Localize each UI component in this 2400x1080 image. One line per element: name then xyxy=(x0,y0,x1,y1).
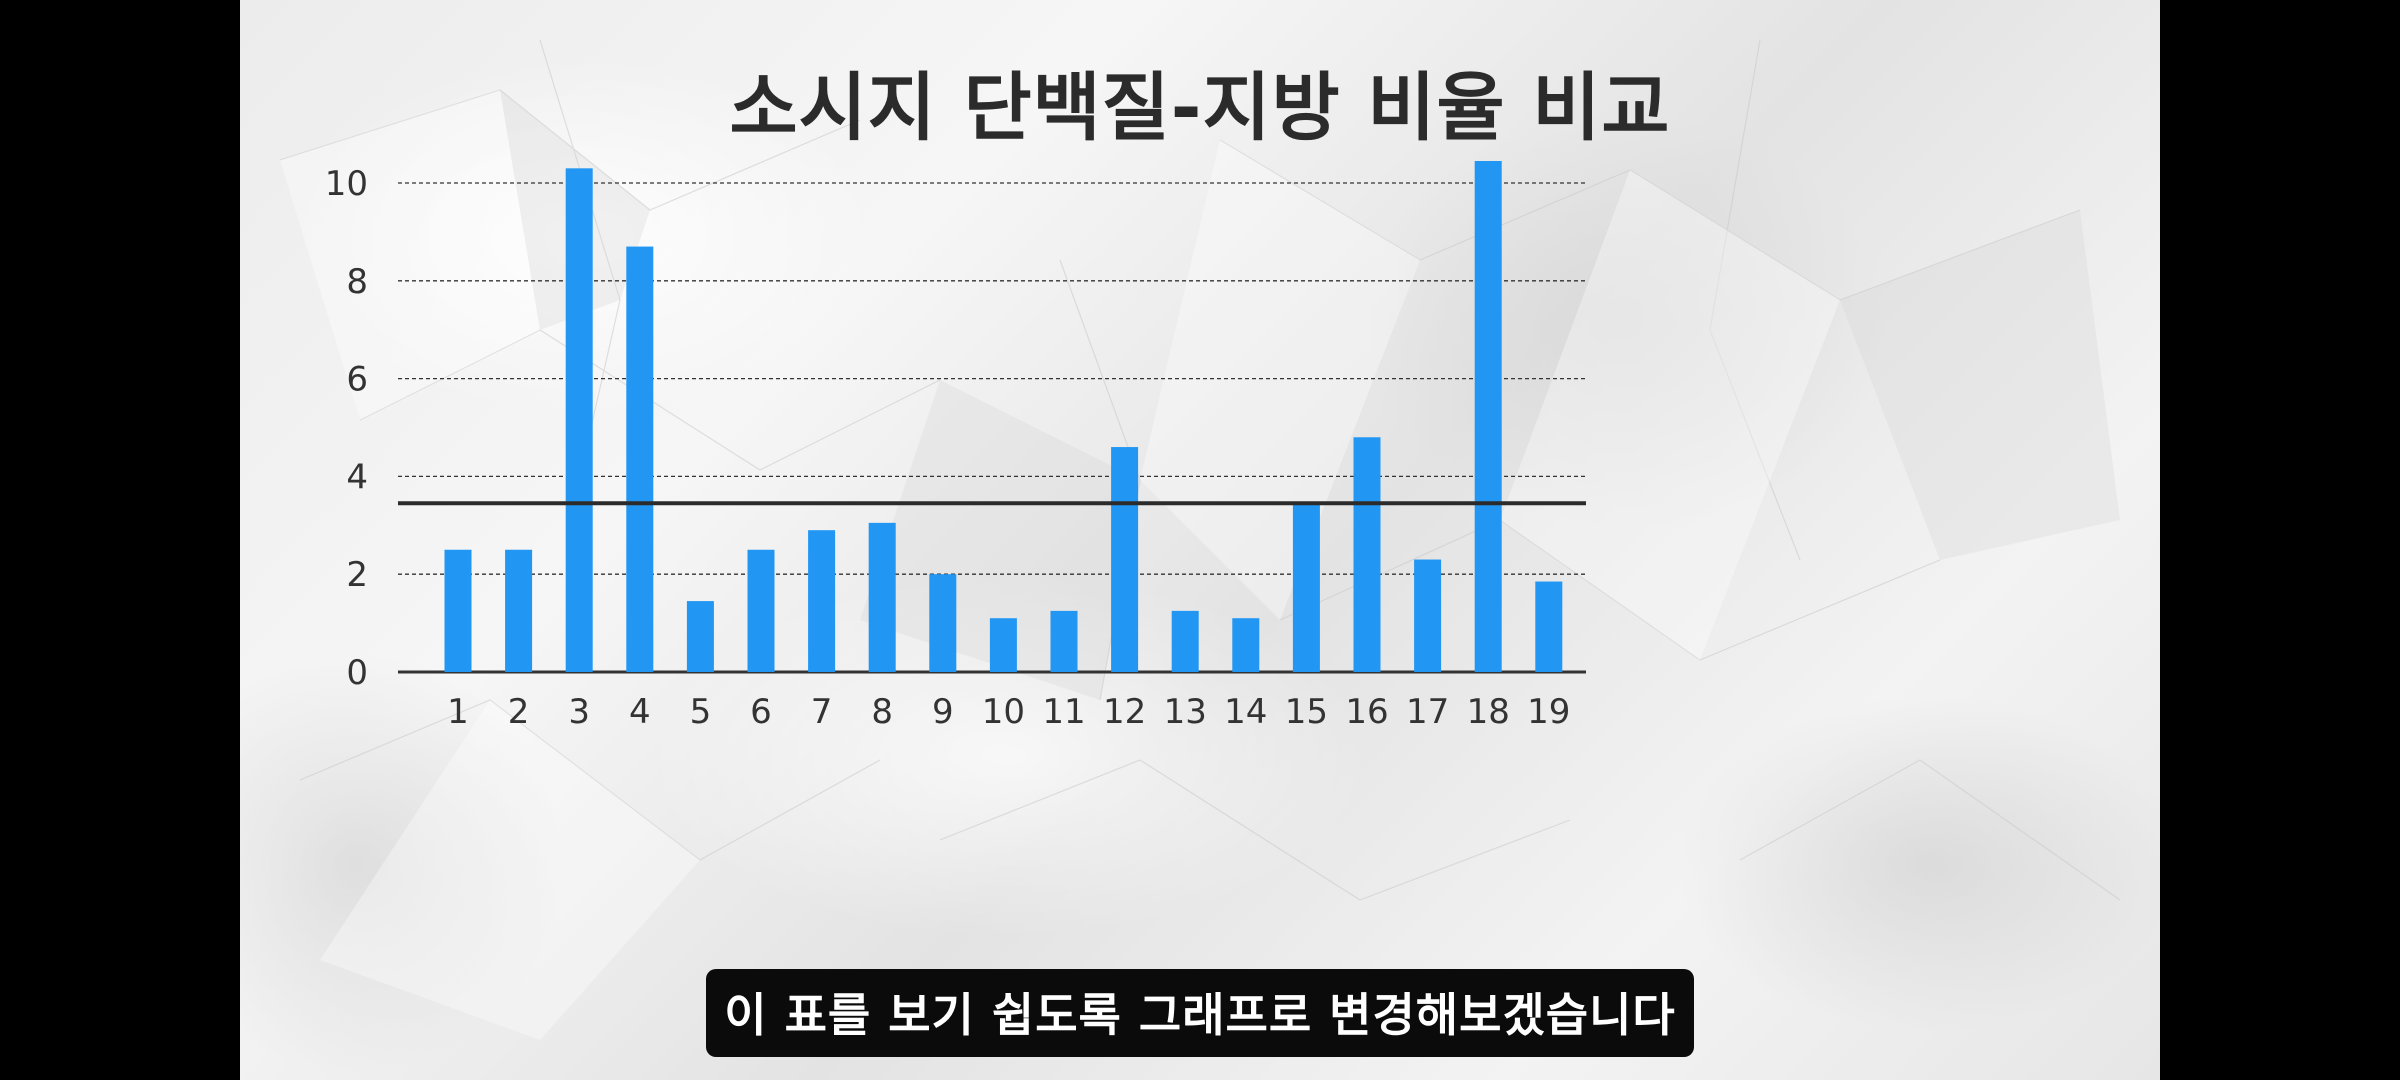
x-tick-label: 13 xyxy=(1164,692,1207,732)
bar-6 xyxy=(747,549,775,672)
subtitle-caption: 이 표를 보기 쉽도록 그래프로 변경해보겠습니다 xyxy=(706,969,1694,1057)
bar-13 xyxy=(1171,610,1199,672)
x-tick-label: 7 xyxy=(811,692,833,732)
bar-14 xyxy=(1232,618,1260,672)
y-tick-label: 4 xyxy=(346,457,368,497)
x-axis-ticks: 1 2 3 4 5 6 7 8 9 10 11 12 13 14 15 16 17 18 19 xyxy=(447,692,1570,732)
x-tick-label: 5 xyxy=(690,692,712,732)
bar-15 xyxy=(1292,503,1320,672)
x-tick-label: 19 xyxy=(1527,692,1570,732)
y-tick-label: 0 xyxy=(346,653,368,693)
bar-9 xyxy=(929,574,957,672)
x-tick-label: 4 xyxy=(629,692,651,732)
bar-2 xyxy=(505,549,533,672)
bar-10 xyxy=(989,618,1017,672)
x-tick-label: 18 xyxy=(1467,692,1510,732)
y-axis-ticks: 0 2 4 6 8 10 xyxy=(325,164,368,693)
bar-16 xyxy=(1353,437,1381,672)
slide: 소시지 단백질-지방 비율 비교 0 2 4 6 8 10 1 2 3 4 5 6 7 8 9 10 11 12… xyxy=(240,0,2160,1080)
bar-3 xyxy=(565,168,593,672)
bar-12 xyxy=(1111,447,1139,672)
chart-title: 소시지 단백질-지방 비율 비교 xyxy=(729,65,1671,151)
x-tick-label: 9 xyxy=(932,692,954,732)
bar-11 xyxy=(1050,610,1078,672)
bar-18 xyxy=(1474,160,1502,672)
bar-8 xyxy=(868,522,896,672)
x-tick-label: 14 xyxy=(1224,692,1267,732)
bar-7 xyxy=(808,530,836,672)
y-tick-label: 6 xyxy=(346,360,368,400)
subtitle-container: 이 표를 보기 쉽도록 그래프로 변경해보겠습니다 xyxy=(240,969,2160,1057)
x-tick-label: 17 xyxy=(1406,692,1449,732)
bar-5 xyxy=(686,601,714,672)
bars xyxy=(444,160,1563,672)
bar-19 xyxy=(1535,581,1563,672)
x-tick-label: 8 xyxy=(871,692,893,732)
x-tick-label: 3 xyxy=(568,692,590,732)
x-tick-label: 6 xyxy=(750,692,772,732)
bar-1 xyxy=(444,549,472,672)
y-tick-label: 8 xyxy=(346,262,368,302)
bar-4 xyxy=(626,246,654,672)
paper-texture xyxy=(279,39,2121,1040)
y-tick-label: 2 xyxy=(346,555,368,595)
x-tick-label: 16 xyxy=(1345,692,1388,732)
x-tick-label: 11 xyxy=(1042,692,1085,732)
x-tick-label: 1 xyxy=(447,692,469,732)
y-tick-label: 10 xyxy=(325,164,368,204)
bar-17 xyxy=(1414,559,1442,672)
x-tick-label: 10 xyxy=(982,692,1025,732)
x-tick-label: 2 xyxy=(508,692,530,732)
x-tick-label: 15 xyxy=(1285,692,1328,732)
x-tick-label: 12 xyxy=(1103,692,1146,732)
